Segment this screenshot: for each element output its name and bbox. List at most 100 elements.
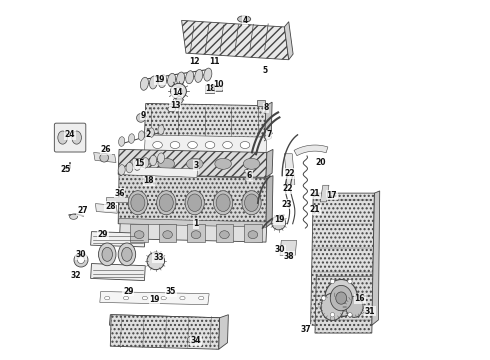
Polygon shape [110,315,220,349]
Polygon shape [118,174,267,227]
Polygon shape [219,315,228,349]
Polygon shape [284,22,293,60]
Ellipse shape [245,194,259,211]
Text: 38: 38 [283,252,294,261]
Ellipse shape [330,285,352,311]
Ellipse shape [149,155,157,166]
Text: 5: 5 [262,66,267,75]
Text: 36: 36 [114,189,125,198]
Text: 3: 3 [194,161,198,170]
Polygon shape [96,204,117,213]
Text: 31: 31 [365,307,375,316]
Ellipse shape [214,191,233,215]
Text: 30: 30 [275,246,285,255]
Circle shape [176,96,183,103]
Ellipse shape [216,194,230,211]
Polygon shape [266,149,273,177]
Bar [216,224,233,242]
Ellipse shape [70,214,77,219]
Polygon shape [266,176,273,227]
Ellipse shape [188,194,202,211]
Ellipse shape [205,141,215,149]
Ellipse shape [204,68,212,81]
Circle shape [137,113,146,122]
Bar [187,224,205,242]
Circle shape [74,253,88,267]
Polygon shape [123,166,198,177]
Ellipse shape [336,292,347,304]
Text: 14: 14 [172,88,182,97]
Ellipse shape [188,141,197,149]
Text: 32: 32 [70,271,80,280]
Ellipse shape [220,231,229,239]
Circle shape [357,296,361,300]
Circle shape [147,252,165,270]
Polygon shape [372,191,380,325]
Bar [159,224,176,242]
Ellipse shape [153,141,162,149]
Text: 33: 33 [153,253,164,262]
Ellipse shape [123,296,129,300]
Text: 22: 22 [284,169,295,178]
Ellipse shape [186,158,203,169]
Text: 29: 29 [98,230,108,239]
Text: 21: 21 [310,205,320,214]
Ellipse shape [158,75,167,87]
Polygon shape [91,264,146,280]
Ellipse shape [134,160,141,170]
Ellipse shape [134,231,144,239]
Bar [130,224,148,242]
Polygon shape [145,103,266,139]
Text: 6: 6 [247,171,252,180]
Ellipse shape [129,158,146,169]
Bar [106,197,128,202]
Ellipse shape [161,296,166,300]
Ellipse shape [325,279,358,317]
Text: 15: 15 [134,159,145,168]
Circle shape [271,216,286,230]
Text: 30: 30 [76,250,86,259]
Polygon shape [118,149,267,177]
Ellipse shape [248,231,258,239]
Text: 27: 27 [77,206,88,215]
Text: 21: 21 [310,189,320,198]
Polygon shape [182,21,289,60]
Text: 26: 26 [100,145,111,154]
Bar [244,224,262,242]
Ellipse shape [170,141,180,149]
Ellipse shape [157,191,176,215]
Polygon shape [311,193,374,325]
Text: 35: 35 [166,287,176,296]
Ellipse shape [243,158,260,169]
Ellipse shape [158,158,174,169]
Ellipse shape [187,336,198,343]
Ellipse shape [244,170,248,173]
Text: 18: 18 [205,84,215,93]
Text: 13: 13 [170,101,180,110]
Polygon shape [100,292,209,305]
Text: 10: 10 [214,80,224,89]
Ellipse shape [144,180,152,184]
Ellipse shape [176,72,185,85]
Bar [215,85,222,91]
Text: 8: 8 [263,103,269,112]
Ellipse shape [240,141,250,149]
Bar [205,85,215,93]
Ellipse shape [128,191,147,215]
Circle shape [171,84,186,99]
Polygon shape [109,315,220,328]
Text: 19: 19 [149,295,160,304]
Text: 22: 22 [283,184,293,193]
Text: 28: 28 [105,202,116,211]
Text: 12: 12 [190,58,200,67]
Polygon shape [120,219,267,242]
Text: 23: 23 [281,199,292,208]
Polygon shape [145,135,267,154]
Polygon shape [294,145,328,156]
Ellipse shape [118,243,136,266]
Ellipse shape [140,77,148,90]
Text: 16: 16 [354,294,365,303]
Ellipse shape [159,194,173,211]
Ellipse shape [265,135,271,139]
Circle shape [77,257,84,264]
